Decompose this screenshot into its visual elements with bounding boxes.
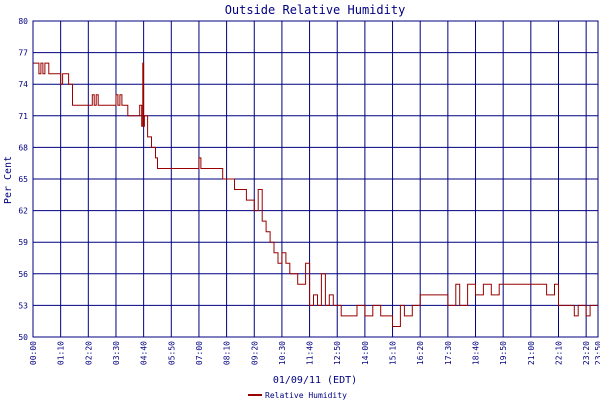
x-tick-label: 08:10 — [223, 341, 232, 365]
y-tick-label: 62 — [18, 207, 28, 216]
y-tick-label: 59 — [18, 238, 28, 247]
y-tick-label: 68 — [18, 143, 28, 152]
x-tick-label: 01:10 — [57, 341, 66, 365]
y-tick-label: 80 — [18, 17, 28, 26]
x-tick-label: 07:00 — [195, 341, 204, 365]
y-tick-label: 65 — [18, 175, 28, 184]
y-tick-label: 77 — [18, 49, 28, 58]
x-axis-label: 01/09/11 (EDT) — [273, 375, 357, 386]
x-tick-label: 00:00 — [29, 341, 38, 365]
x-tick-label: 02:20 — [84, 341, 93, 365]
x-tick-label: 10:30 — [278, 341, 287, 365]
x-tick-label: 05:50 — [167, 341, 176, 365]
series-line-relative-humidity — [33, 62, 599, 327]
legend-label: Relative Humidity — [265, 391, 347, 400]
x-tick-label: 23:50 — [594, 341, 600, 365]
x-tick-label: 15:10 — [389, 341, 398, 365]
y-tick-label: 74 — [18, 80, 28, 89]
y-axis-ticks: 50 53 56 59 62 65 68 71 74 77 80 — [18, 17, 28, 342]
y-tick-label: 53 — [18, 301, 28, 310]
chart-title: Outside Relative Humidity — [225, 3, 406, 17]
x-axis-ticks: 00:00 01:10 02:20 03:30 04:40 05:50 07:00 08:10… — [29, 341, 600, 365]
y-tick-label: 56 — [18, 270, 28, 279]
x-tick-label: 22:10 — [554, 341, 563, 365]
y-tick-label: 50 — [18, 333, 28, 342]
x-tick-label: 09:20 — [250, 341, 259, 365]
x-tick-label: 21:00 — [527, 341, 536, 365]
y-axis-label: Per Cent — [3, 156, 14, 204]
legend: Relative Humidity — [248, 391, 347, 400]
x-tick-label: 19:50 — [499, 341, 508, 365]
x-tick-label: 04:40 — [140, 341, 149, 365]
x-tick-label: 18:40 — [472, 341, 481, 365]
series-layer — [33, 62, 599, 327]
y-tick-label: 71 — [18, 112, 28, 121]
x-tick-label: 12:50 — [333, 341, 342, 365]
plot-frame — [32, 20, 599, 338]
x-tick-label: 03:30 — [112, 341, 121, 365]
x-tick-label: 23:20 — [582, 341, 591, 365]
x-tick-label: 11:40 — [306, 341, 315, 365]
x-tick-label: 14:00 — [361, 341, 370, 365]
x-tick-label: 16:20 — [416, 341, 425, 365]
x-tick-label: 17:30 — [444, 341, 453, 365]
